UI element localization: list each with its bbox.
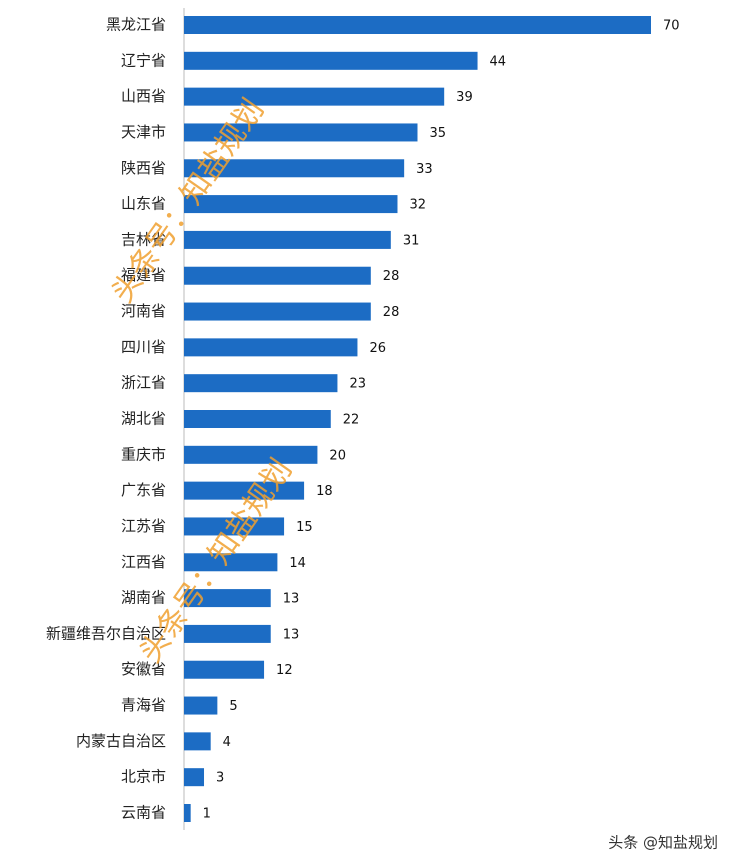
data-label: 33 (416, 162, 433, 177)
bar (184, 732, 211, 751)
y-tick-label: 天津市 (121, 123, 166, 141)
data-label: 15 (296, 520, 313, 535)
data-label: 3 (216, 771, 224, 786)
data-label: 32 (409, 198, 426, 213)
bar (184, 589, 271, 608)
y-tick-label: 湖南省 (121, 589, 166, 607)
data-label: 23 (349, 377, 366, 392)
bar (184, 768, 205, 787)
bar (184, 804, 191, 822)
y-tick-label: 广东省 (121, 481, 166, 499)
data-label: 39 (456, 90, 473, 105)
y-tick-label: 重庆市 (121, 445, 166, 463)
data-label: 26 (369, 341, 386, 356)
data-label: 28 (383, 269, 400, 284)
y-tick-label: 青海省 (121, 696, 166, 714)
bar (184, 624, 271, 643)
y-tick-label: 江苏省 (121, 517, 166, 535)
data-label: 20 (329, 448, 346, 463)
bar (184, 481, 305, 500)
bar (184, 266, 371, 285)
bar (184, 230, 391, 249)
y-tick-label: 山东省 (121, 195, 166, 213)
footer: 头条 @知盐规划 (608, 834, 718, 852)
bar (184, 302, 371, 321)
y-tick-label: 山西省 (121, 87, 166, 105)
bar (184, 696, 218, 715)
data-label: 18 (316, 484, 333, 499)
y-tick-label: 福建省 (121, 266, 166, 284)
y-tick-label: 河南省 (121, 302, 166, 320)
bar (184, 410, 331, 428)
bar (184, 517, 285, 536)
bar (184, 660, 265, 679)
data-label: 13 (283, 592, 300, 607)
y-tick-label: 新疆维吾尔自治区 (46, 624, 166, 642)
y-tick-label: 北京市 (121, 768, 166, 786)
data-label: 44 (490, 54, 507, 69)
data-label: 31 (403, 233, 420, 248)
y-tick-label: 内蒙古自治区 (76, 732, 166, 750)
y-tick-label: 吉林省 (121, 230, 166, 248)
bar (184, 51, 478, 70)
bar (184, 159, 405, 178)
y-tick-label: 湖北省 (121, 410, 166, 428)
data-label: 12 (276, 663, 293, 678)
y-tick-label: 四川省 (121, 338, 166, 356)
y-tick-label: 云南省 (121, 804, 166, 822)
y-tick-label: 陕西省 (121, 159, 166, 177)
data-label: 35 (430, 126, 447, 141)
bar (184, 445, 318, 464)
bar (184, 16, 651, 34)
y-tick-label: 安徽省 (121, 660, 166, 678)
data-label: 22 (343, 413, 360, 428)
data-label: 14 (289, 556, 306, 571)
data-label: 13 (283, 627, 300, 642)
data-label: 5 (229, 699, 237, 714)
bar (184, 338, 358, 357)
data-label: 70 (663, 19, 680, 34)
data-label: 28 (383, 305, 400, 320)
bar (184, 87, 445, 106)
y-tick-label: 浙江省 (121, 374, 166, 392)
bar (184, 123, 418, 142)
bar (184, 553, 278, 572)
y-tick-label: 辽宁省 (121, 51, 166, 69)
bar (184, 374, 338, 393)
y-tick-label: 江西省 (121, 553, 166, 571)
y-tick-label: 黑龙江省 (106, 16, 166, 34)
bar (184, 195, 398, 214)
data-label: 1 (203, 807, 211, 822)
data-label: 4 (223, 735, 231, 750)
